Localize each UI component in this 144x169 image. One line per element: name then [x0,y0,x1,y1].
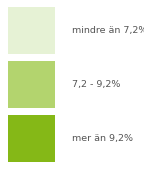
Text: 7,2 - 9,2%: 7,2 - 9,2% [72,80,120,89]
Text: mindre än 7,2%: mindre än 7,2% [72,26,144,35]
Text: mer än 9,2%: mer än 9,2% [72,134,133,143]
Bar [8,7,55,54]
Bar [8,61,55,108]
Bar [8,115,55,162]
